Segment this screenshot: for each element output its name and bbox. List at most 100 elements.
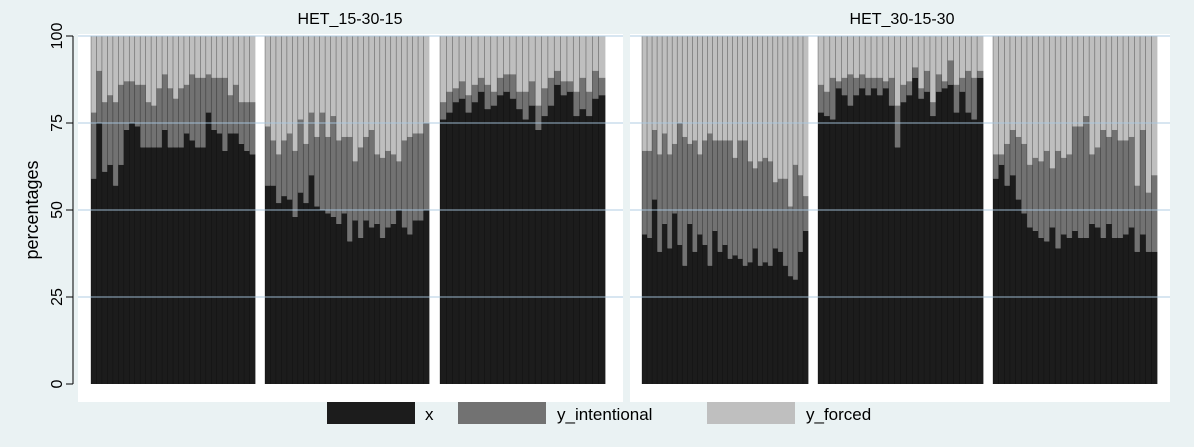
panel-0-group-0-bar-4-x xyxy=(112,185,119,384)
panel-0-group-0-bar-8-x xyxy=(134,126,141,384)
panel-1-group-0-bar-15-x xyxy=(717,251,723,384)
panel-1-group-0-bar-14-y-forced xyxy=(712,36,718,141)
panel-0-group-1-bar-29-y-forced xyxy=(423,36,430,123)
panel-0-group-2-bar-22-y-intentional xyxy=(579,77,587,110)
panel-1-group-1-bar-1-y-forced xyxy=(823,36,831,92)
panel-0-group-1-bar-18-x xyxy=(363,220,370,384)
panel-1-group-0-bar-6-y-intentional xyxy=(672,143,678,214)
panel-0-group-0-bar-7-y-intentional xyxy=(129,81,136,123)
panel-0-group-0-bar-23-y-forced xyxy=(216,36,223,78)
panel-1-group-1-bar-11-y-intentional xyxy=(882,81,890,89)
panel-1-group-2-bar-12-y-forced xyxy=(1060,36,1067,158)
panel-1-group-2-bar-11-y-intentional xyxy=(1055,150,1062,249)
panel-1-group-1-bar-17-y-intentional xyxy=(918,88,925,99)
panel-0-group-1-bar-20-x xyxy=(374,223,381,384)
panel-1-group-0-bar-6-y-forced xyxy=(672,36,678,144)
panel-0-group-2-bar-16-y-intentional xyxy=(541,88,549,117)
panel-1-group-0-bar-2-x xyxy=(652,199,658,384)
panel-1-group-2-bar-0-y-intentional xyxy=(993,154,1000,179)
panel-0-group-0-bar-29-y-forced xyxy=(249,36,256,103)
panel-1-group-1-bar-20-x xyxy=(935,91,943,385)
panel-1-group-0-bar-29-y-intentional xyxy=(787,206,794,277)
legend: x y_intentional y_forced xyxy=(327,402,871,424)
panel-1-group-0-bar-22-y-intentional xyxy=(752,168,759,249)
panel-0-group-1-bar-0-x xyxy=(265,185,271,384)
panel-1-group-0-bar-23-x xyxy=(757,265,764,384)
legend-label-y-intentional: y_intentional xyxy=(557,405,652,424)
panel-0-group-1-bar-12-y-forced xyxy=(330,36,337,117)
legend-label-x: x xyxy=(425,405,434,424)
panel-0-group-0-bar-24-y-intentional xyxy=(222,77,229,151)
panel-0-group-0-bar-2-y-forced xyxy=(101,36,108,103)
panel-0-group-2-bar-12-y-forced xyxy=(516,36,523,92)
panel-0-group-0-bar-19-y-intentional xyxy=(194,77,201,148)
panel-1-group-1-bar-15-y-intentional xyxy=(906,81,913,96)
panel-1-group-0-bar-8-y-intentional xyxy=(682,136,688,266)
panel-1-group-1-bar-13-y-intentional xyxy=(894,105,901,148)
panel-0-group-2-bar-2-y-forced xyxy=(452,36,460,89)
panel-1-group-0-bar-4-y-intentional xyxy=(662,133,668,224)
panel-0-group-1-bar-4-x xyxy=(286,199,293,384)
panel-1-group-2-bar-18-x xyxy=(1094,227,1101,384)
panel-1-group-0-bar-25-y-intentional xyxy=(767,161,774,266)
panel-1-group-0-bar-19-y-forced xyxy=(737,36,744,141)
panel-1-group-2-bar-8-x xyxy=(1038,237,1045,384)
panel-0-group-1-bar-19-y-intentional xyxy=(368,129,375,228)
panel-1-group-0-bar-18-x xyxy=(732,255,738,384)
panel-1-group-0-bar-1-x xyxy=(647,237,653,384)
panel-1-group-2-bar-10-y-forced xyxy=(1049,36,1056,169)
panel-0-group-1-bar-22-y-intentional xyxy=(385,150,392,228)
panel-1-group-0-bar-5-y-forced xyxy=(667,36,673,155)
panel-0-group-2-bar-2-x xyxy=(452,102,460,385)
panel-1-group-0-bar-26-y-forced xyxy=(772,36,779,183)
panel-1-group-0-bar-1-y-forced xyxy=(647,36,653,151)
panel-0-group-0-bar-0-y-intentional xyxy=(91,112,97,179)
panel-0-group-0-bar-22-y-forced xyxy=(211,36,218,78)
panel-0-group-0-bar-18-y-intentional xyxy=(189,74,196,141)
panel-1-group-0-bar-31-y-intentional xyxy=(797,175,804,252)
panel-1-group-0-bar-11-y-intentional xyxy=(697,154,703,235)
panel-1-group-0-bar-17-y-intentional xyxy=(727,140,733,259)
panel-1-group-2-bar-7-y-intentional xyxy=(1032,157,1039,231)
panel-0-group-1-bar-3-x xyxy=(281,196,288,384)
panel-1-group-2-bar-18-y-forced xyxy=(1094,36,1101,148)
panel-0-group-1-bar-17-y-intentional xyxy=(357,147,364,238)
panel-0-group-1-bar-15-x xyxy=(347,241,353,384)
panel-1-group-2-bar-2-y-forced xyxy=(1004,36,1011,144)
panel-1-group-1-bar-1-y-intentional xyxy=(823,91,831,117)
panel-1-group-0-bar-28-y-forced xyxy=(782,36,789,179)
panel-0-group-2-bar-12-x xyxy=(516,109,523,384)
panel-0-group-2-bar-12-y-intentional xyxy=(516,91,523,110)
panel-1-group-0-bar-27-x xyxy=(777,251,784,384)
panel-1-group-1-bar-23-y-intentional xyxy=(953,84,960,113)
panel-0-group-0-bar-20-y-intentional xyxy=(200,77,207,148)
panel-0-group-0-bar-4-y-intentional xyxy=(112,102,119,186)
panel-1-group-1-bar-15-x xyxy=(906,95,913,384)
panel-0-group-2-bar-17-y-intentional xyxy=(547,77,555,106)
panel-0-group-0-bar-9-y-forced xyxy=(140,36,147,85)
panel-1-group-0-bar-12-y-forced xyxy=(702,36,708,141)
panel-1-group-0-bar-9-y-intentional xyxy=(687,143,693,224)
panel-0-group-1-bar-26-x xyxy=(407,234,413,384)
panel-1-group-1-bar-27-y-forced xyxy=(977,36,984,71)
panel-0-group-1-bar-25-y-intentional xyxy=(401,140,408,228)
panel-1-group-0-bar-27-y-intentional xyxy=(777,178,784,252)
panel-1-group-1-bar-3-y-forced xyxy=(835,36,842,82)
panel-0-group-1-bar-4-y-intentional xyxy=(286,133,293,200)
panel-0-group-1-bar-5-y-forced xyxy=(292,36,299,151)
panel-1-group-0-bar-3-y-intentional xyxy=(657,154,663,252)
panel-1-group-1-bar-14-y-intentional xyxy=(900,84,907,103)
panel-0-group-0-bar-10-y-forced xyxy=(145,36,152,103)
panel-1-group-2-bar-9-y-intentional xyxy=(1043,150,1050,242)
panel-1-group-1-bar-19-y-intentional xyxy=(929,102,937,117)
panel-1-group-2-bar-7-x xyxy=(1032,230,1039,384)
panel-1-group-1-bar-19-x xyxy=(929,116,937,384)
panel-1-group-1-bar-21-y-intentional xyxy=(941,81,949,89)
panel-1-group-0-bar-32-y-intentional xyxy=(802,196,809,231)
plot-area xyxy=(78,34,1170,402)
panel-1-group-1-bar-14-x xyxy=(900,102,907,385)
panel-0-group-1-bar-2-x xyxy=(275,203,282,384)
panel-1-group-2-bar-19-x xyxy=(1100,237,1107,384)
panel-0-group-2-bar-5-y-forced xyxy=(471,36,479,85)
panel-1-group-0-bar-7-y-forced xyxy=(677,36,683,123)
